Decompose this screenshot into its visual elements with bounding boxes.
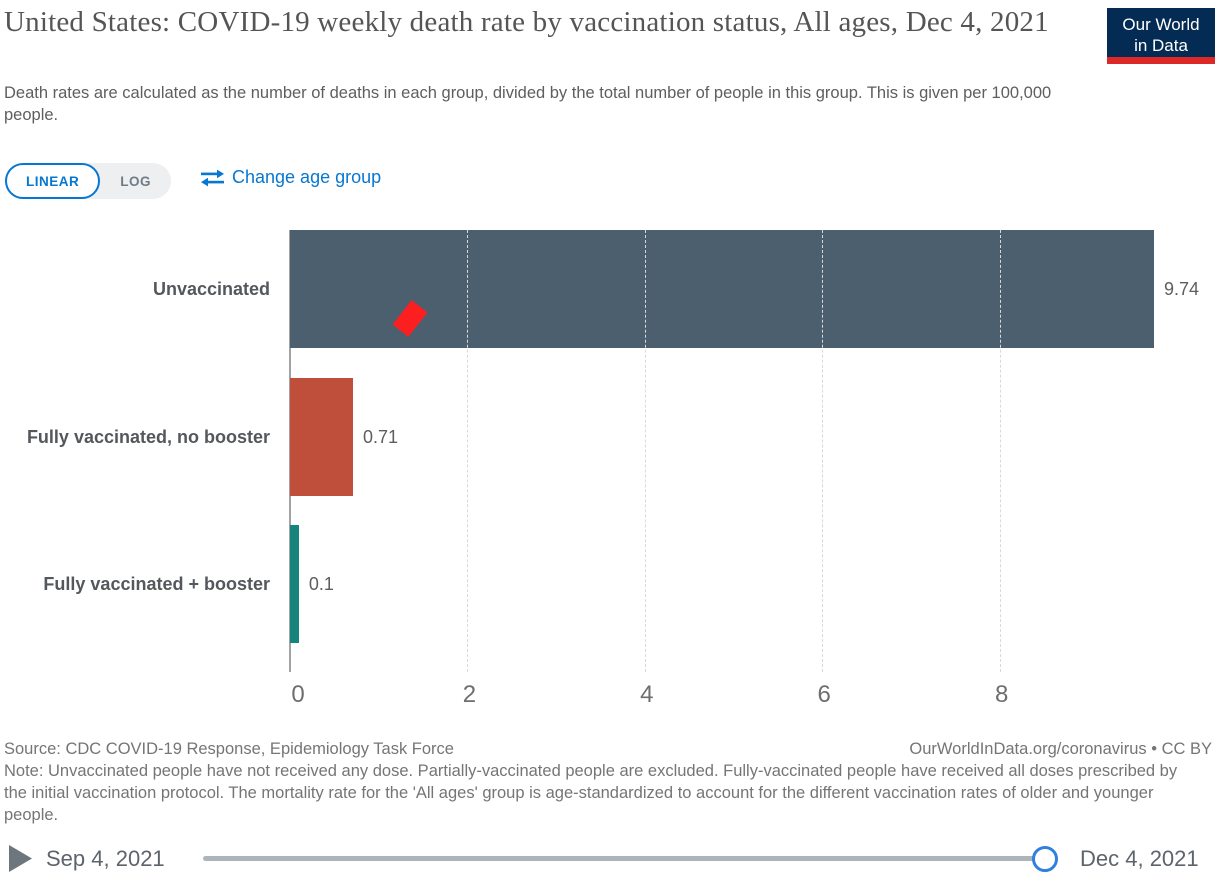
- footer-source-row: Source: CDC COVID-19 Response, Epidemiol…: [4, 738, 1216, 760]
- gridline: [467, 230, 469, 672]
- attribution-text[interactable]: OurWorldInData.org/coronavirus • CC BY: [909, 740, 1212, 758]
- change-age-group-link[interactable]: Change age group: [200, 167, 381, 188]
- play-button[interactable]: [8, 845, 32, 873]
- swap-arrows-icon: [201, 169, 224, 186]
- value-label-fully-vaccinated-no-booster: 0.71: [362, 427, 399, 447]
- gridline: [822, 230, 824, 672]
- gridline: [644, 230, 646, 672]
- x-tick-label: 0: [291, 681, 305, 708]
- timeline-end-date: Dec 4, 2021: [1080, 846, 1199, 871]
- chart-subtitle: Death rates are calculated as the number…: [4, 84, 1052, 124]
- change-age-group-label: Change age group: [232, 167, 382, 187]
- bar-unvaccinated[interactable]: [290, 230, 1154, 348]
- log-scale-button[interactable]: LOG: [100, 163, 171, 199]
- owid-logo-stripe: [1107, 57, 1215, 64]
- owid-logo-line1: Our World: [1122, 15, 1200, 34]
- linear-scale-button[interactable]: LINEAR: [5, 163, 101, 199]
- value-label-fully-vaccinated-plus-booster: 0.1: [308, 574, 334, 594]
- owid-logo-line2: in Data: [1134, 36, 1188, 55]
- scale-toggle: LINEAR LOG: [5, 163, 171, 199]
- timeline-start-date: Sep 4, 2021: [46, 846, 165, 871]
- page-title: United States: COVID-19 weekly death rat…: [4, 6, 1049, 38]
- x-tick-label: 6: [817, 681, 831, 708]
- x-tick-label: 4: [640, 681, 654, 708]
- category-label-unvaccinated: Unvaccinated: [152, 279, 270, 299]
- x-tick-label: 2: [462, 681, 477, 708]
- timeline-track[interactable]: [203, 856, 1045, 861]
- value-label-unvaccinated: 9.74: [1164, 279, 1200, 299]
- footer-note: Note: Unvaccinated people have not recei…: [4, 762, 1178, 824]
- x-tick-label: 8: [994, 681, 1009, 708]
- bar-fully-vaccinated-no-booster[interactable]: [290, 378, 353, 496]
- bar-fully-vaccinated-plus-booster[interactable]: [290, 525, 299, 643]
- category-label-fully-vaccinated-plus-booster: Fully vaccinated + booster: [43, 574, 270, 594]
- owid-logo[interactable]: Our World in Data: [1107, 8, 1215, 61]
- source-text: Source: CDC COVID-19 Response, Epidemiol…: [4, 740, 454, 758]
- gridline: [999, 230, 1001, 672]
- y-axis-line: [289, 230, 291, 672]
- play-icon: [8, 845, 32, 872]
- timeline-handle[interactable]: [1032, 846, 1058, 872]
- category-label-fully-vaccinated-no-booster: Fully vaccinated, no booster: [26, 427, 270, 447]
